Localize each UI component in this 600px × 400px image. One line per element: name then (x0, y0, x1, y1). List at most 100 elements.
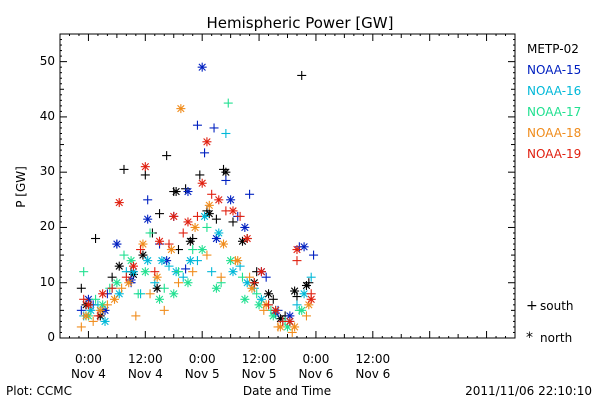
data-point-north (183, 187, 193, 197)
y-tick-label: 20 (39, 219, 55, 234)
x-tick-time-label: 12:00 (241, 352, 277, 366)
data-point-north (81, 311, 91, 321)
data-point-south (136, 245, 146, 255)
data-point-north (143, 214, 153, 224)
data-point-south (200, 148, 210, 158)
series-noaa-17 (79, 98, 307, 332)
data-point-south (91, 294, 101, 304)
data-point-south (223, 98, 233, 108)
data-point-south (221, 175, 231, 185)
data-point-south (76, 305, 86, 315)
data-point-south (301, 311, 311, 321)
x-tick-time-label: 12:00 (355, 352, 391, 366)
series-noaa-19 (79, 137, 316, 326)
data-point-north (155, 236, 165, 246)
x-tick-date-label: Nov 5 (241, 367, 277, 381)
data-point-north (204, 200, 214, 210)
data-point-south (102, 300, 112, 310)
data-point-north (204, 209, 214, 219)
data-point-north (242, 234, 252, 244)
data-point-north (290, 286, 300, 296)
x-tick-date-label: Nov 5 (184, 367, 220, 381)
data-point-north (124, 278, 134, 288)
y-tick-label: 50 (39, 53, 55, 68)
data-point-north (166, 245, 176, 255)
data-point-south (164, 261, 174, 271)
data-point-south (159, 305, 169, 315)
data-point-south (133, 289, 143, 299)
data-point-north (112, 278, 122, 288)
data-point-south (150, 267, 160, 277)
data-point-south (107, 283, 117, 293)
data-point-north (169, 289, 179, 299)
data-point-north (290, 322, 300, 332)
data-point-north (100, 316, 110, 326)
data-point-south (119, 250, 129, 260)
x-axis-label: Date and Time (242, 384, 332, 398)
y-tick-label: 40 (39, 108, 55, 123)
data-point-north (152, 272, 162, 282)
x-tick-time-label: 0:00 (188, 352, 216, 366)
data-point-south (292, 256, 302, 266)
data-point-north (211, 283, 221, 293)
data-point-north (202, 137, 212, 147)
data-point-north (271, 305, 281, 315)
data-point-north (226, 195, 236, 205)
x-tick-date-label: Nov 4 (127, 367, 163, 381)
data-point-north (264, 289, 274, 299)
plot-frame (59, 33, 516, 339)
legend-entry-noaa-16: NOAA-16 (527, 84, 582, 98)
legend-entry-metp-02: METP-02 (527, 42, 579, 56)
data-point-south (79, 267, 89, 277)
data-point-south (88, 316, 98, 326)
data-point-south (145, 289, 155, 299)
data-point-north (297, 305, 307, 315)
marker-symbol: * (526, 330, 533, 346)
data-point-north (240, 294, 250, 304)
data-point-north (83, 300, 93, 310)
y-tick-label: 10 (39, 274, 55, 289)
series-noaa-18 (76, 104, 314, 337)
legend-entry-noaa-19: NOAA-19 (527, 147, 582, 161)
data-point-north (138, 250, 148, 260)
data-point-north (128, 261, 138, 271)
data-point-north (197, 245, 207, 255)
data-point-north (221, 167, 231, 177)
data-point-north (285, 316, 295, 326)
data-point-south (202, 250, 212, 260)
data-point-north (292, 245, 302, 255)
x-tick-date-label: Nov 4 (71, 367, 106, 381)
footer-credit: Plot: CCMC (6, 384, 72, 398)
data-point-south (181, 264, 191, 274)
data-point-south (192, 120, 202, 130)
data-point-north (185, 236, 195, 246)
data-point-south (159, 283, 169, 293)
legend-entry-noaa-18: NOAA-18 (527, 126, 582, 140)
data-point-north (143, 256, 153, 266)
data-point-north (228, 267, 238, 277)
data-point-south (235, 211, 245, 221)
data-point-north (228, 206, 238, 216)
data-point-north (240, 222, 250, 232)
y-tick-label: 0 (47, 330, 55, 344)
chart-title: Hemispheric Power [GW] (206, 14, 394, 32)
data-point-north (171, 187, 181, 197)
x-tick-date-label: Nov 6 (355, 367, 391, 381)
x-tick-time-label: 12:00 (128, 352, 163, 366)
data-point-north (247, 283, 257, 293)
data-point-north (219, 239, 229, 249)
data-point-south (93, 311, 103, 321)
data-point-south (252, 289, 262, 299)
legend-entry-noaa-15: NOAA-15 (527, 63, 582, 77)
data-point-south (107, 272, 117, 282)
data-point-south (79, 294, 89, 304)
data-point-south (164, 239, 174, 249)
data-point-north (112, 239, 122, 249)
data-point-south (228, 217, 238, 227)
marker-label: north (540, 331, 573, 345)
data-point-south (264, 300, 274, 310)
data-point-north (138, 239, 148, 249)
data-point-south (202, 222, 212, 232)
data-point-south (261, 272, 271, 282)
